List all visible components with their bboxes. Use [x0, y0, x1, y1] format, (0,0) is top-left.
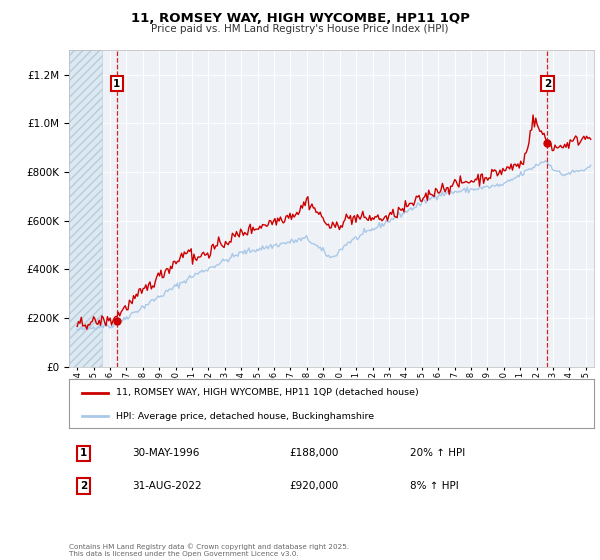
Text: 1: 1 [113, 78, 121, 88]
Bar [69, 50, 102, 367]
Text: HPI: Average price, detached house, Buckinghamshire: HPI: Average price, detached house, Buck… [116, 412, 374, 421]
Text: 20% ↑ HPI: 20% ↑ HPI [410, 449, 466, 459]
Text: 2: 2 [544, 78, 551, 88]
Text: 11, ROMSEY WAY, HIGH WYCOMBE, HP11 1QP: 11, ROMSEY WAY, HIGH WYCOMBE, HP11 1QP [131, 12, 469, 25]
Text: 1: 1 [80, 449, 88, 459]
Text: £188,000: £188,000 [290, 449, 339, 459]
Text: 31-AUG-2022: 31-AUG-2022 [132, 481, 202, 491]
Text: 11, ROMSEY WAY, HIGH WYCOMBE, HP11 1QP (detached house): 11, ROMSEY WAY, HIGH WYCOMBE, HP11 1QP (… [116, 389, 419, 398]
Text: 30-MAY-1996: 30-MAY-1996 [132, 449, 199, 459]
Text: Price paid vs. HM Land Registry's House Price Index (HPI): Price paid vs. HM Land Registry's House … [151, 24, 449, 34]
Text: Contains HM Land Registry data © Crown copyright and database right 2025.
This d: Contains HM Land Registry data © Crown c… [69, 544, 349, 557]
Text: £920,000: £920,000 [290, 481, 339, 491]
Text: 8% ↑ HPI: 8% ↑ HPI [410, 481, 459, 491]
Text: 2: 2 [80, 481, 88, 491]
